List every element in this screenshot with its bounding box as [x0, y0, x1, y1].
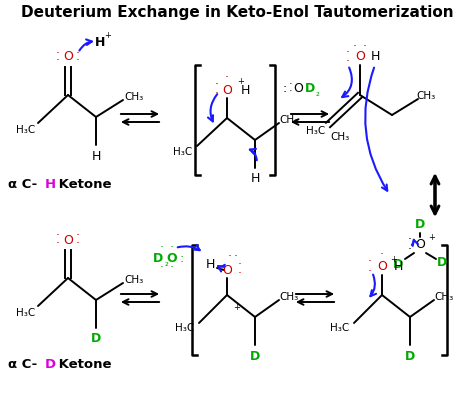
- Text: O: O: [167, 252, 177, 265]
- Text: D: D: [250, 350, 260, 363]
- Text: α C-: α C-: [8, 179, 37, 192]
- Text: ·: ·: [170, 241, 174, 254]
- Text: ·: ·: [225, 71, 229, 85]
- Text: ·: ·: [363, 41, 367, 53]
- Text: H: H: [91, 150, 100, 164]
- Text: ·: ·: [56, 55, 60, 68]
- Text: ·: ·: [408, 243, 412, 256]
- Text: Deuterium Exchange in Keto-Enol Tautomerization: Deuterium Exchange in Keto-Enol Tautomer…: [21, 6, 453, 21]
- Text: D: D: [437, 256, 447, 269]
- Text: D: D: [305, 81, 315, 94]
- Text: ·: ·: [160, 261, 164, 275]
- Text: ·: ·: [76, 229, 80, 243]
- Text: ₂: ₂: [165, 258, 169, 268]
- Text: H: H: [95, 36, 105, 49]
- Text: ·: ·: [56, 237, 60, 250]
- Text: α C-: α C-: [8, 359, 37, 372]
- Text: :: :: [180, 252, 184, 265]
- Text: ·: ·: [353, 41, 357, 53]
- Text: CH₃: CH₃: [279, 115, 299, 125]
- Text: Ketone: Ketone: [54, 179, 111, 192]
- Text: CH₃: CH₃: [330, 132, 350, 142]
- Text: H: H: [370, 51, 380, 64]
- Text: H: H: [45, 179, 56, 192]
- Text: +: +: [428, 233, 436, 243]
- Text: ₂: ₂: [316, 88, 320, 98]
- Text: H: H: [393, 260, 403, 273]
- Text: +: +: [237, 77, 245, 87]
- Text: ·: ·: [346, 47, 350, 60]
- Text: CH₃: CH₃: [279, 292, 299, 302]
- Text: ·: ·: [346, 56, 350, 68]
- Text: D: D: [393, 258, 403, 271]
- Text: +: +: [391, 254, 397, 263]
- Text: D: D: [405, 350, 415, 363]
- Text: ·: ·: [289, 79, 293, 89]
- Text: ·: ·: [238, 258, 242, 271]
- Text: ·: ·: [215, 88, 219, 100]
- Text: D: D: [45, 359, 56, 372]
- Text: H: H: [205, 258, 215, 271]
- Text: ·: ·: [170, 261, 174, 275]
- Text: O: O: [415, 239, 425, 252]
- Text: CH₃: CH₃: [124, 92, 144, 102]
- Text: H₃C: H₃C: [173, 147, 192, 157]
- Text: O: O: [222, 83, 232, 96]
- Text: ·: ·: [238, 267, 242, 280]
- Text: D: D: [153, 252, 163, 265]
- Text: ·: ·: [215, 79, 219, 92]
- Text: ·: ·: [368, 265, 372, 278]
- Text: O: O: [293, 81, 303, 94]
- Text: D: D: [415, 218, 425, 231]
- Text: O: O: [377, 260, 387, 273]
- Text: ·: ·: [76, 47, 80, 60]
- Text: ·: ·: [56, 47, 60, 60]
- Text: ·: ·: [368, 256, 372, 269]
- Text: ·: ·: [234, 250, 238, 263]
- Text: H: H: [240, 83, 250, 96]
- Text: O: O: [63, 51, 73, 64]
- Text: ·: ·: [408, 233, 412, 246]
- Text: ·: ·: [160, 241, 164, 254]
- Text: O: O: [63, 233, 73, 246]
- Text: ·: ·: [76, 237, 80, 250]
- Text: ·: ·: [76, 55, 80, 68]
- Text: H₃C: H₃C: [330, 323, 350, 333]
- Text: H₃C: H₃C: [17, 125, 36, 135]
- Text: +: +: [234, 303, 240, 312]
- Text: ·: ·: [228, 250, 232, 263]
- Text: D: D: [91, 333, 101, 346]
- Text: O: O: [355, 51, 365, 64]
- Text: CH₃: CH₃: [124, 275, 144, 285]
- Text: H₃C: H₃C: [17, 308, 36, 318]
- Text: H₃C: H₃C: [306, 126, 326, 136]
- Text: Ketone: Ketone: [54, 359, 111, 372]
- Text: H: H: [250, 173, 260, 186]
- Text: CH₃: CH₃: [416, 91, 436, 101]
- Text: O: O: [222, 263, 232, 276]
- Text: +: +: [105, 32, 111, 41]
- Text: :: :: [283, 81, 287, 94]
- Text: H₃C: H₃C: [175, 323, 195, 333]
- Text: ·: ·: [56, 229, 60, 243]
- Text: ·: ·: [289, 86, 293, 96]
- Text: CH₃: CH₃: [434, 292, 454, 302]
- Text: ·: ·: [380, 248, 384, 261]
